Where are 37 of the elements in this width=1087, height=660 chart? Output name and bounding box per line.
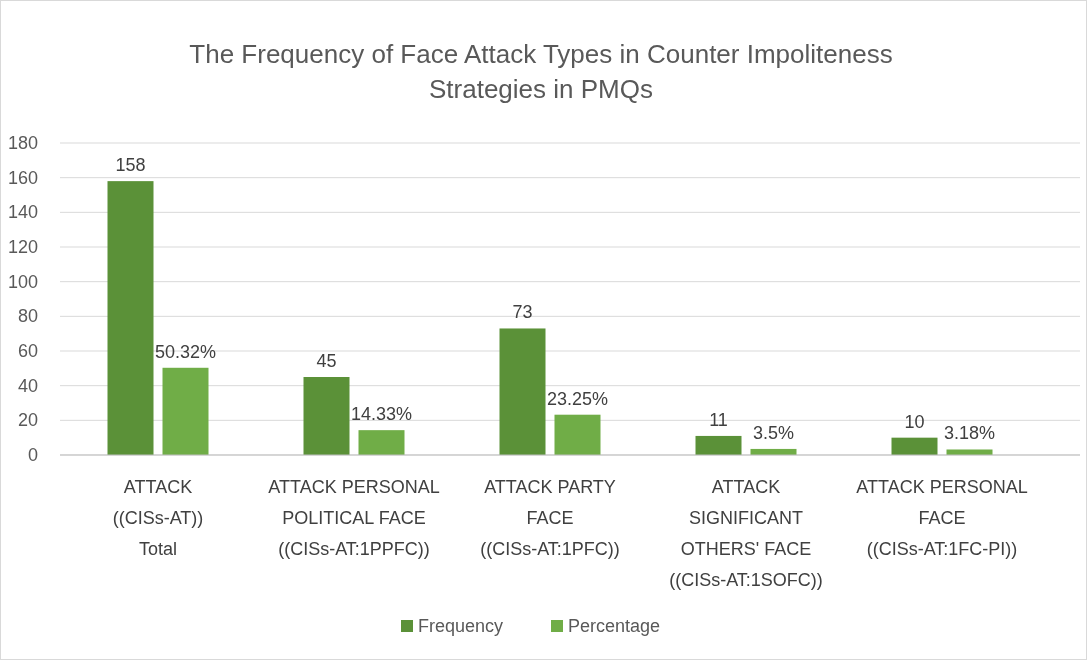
chart-title: The Frequency of Face Attack Types in Counter Impoliteness Strategies in PMQs [189, 39, 893, 104]
y-tick-label: 120 [7, 237, 38, 257]
y-tick-label: 180 [7, 133, 38, 153]
bar [358, 430, 405, 455]
x-tick-label: ATTACK PERSONAL POLITICAL FACE ((CISs-AT:1PPFC)) [268, 477, 440, 559]
y-tick-label: 40 [17, 375, 38, 396]
data-label: 73 [512, 302, 533, 323]
x-tick-label: ATTACK PERSONAL FACE ((CISs-AT:1FC-PI)) [856, 477, 1028, 559]
data-label: 10 [904, 411, 925, 432]
y-tick-label: 60 [17, 341, 38, 361]
y-tick-label: 100 [7, 271, 38, 292]
y-tick-label: 140 [7, 202, 38, 223]
data-label: 11 [709, 409, 728, 430]
bar [946, 449, 993, 455]
bar [891, 437, 938, 455]
x-tick-label: ATTACK ((CISs-AT)) Total [112, 477, 204, 559]
x-tick-label: ATTACK PARTY FACE ((CISs-AT:1PFC)) [480, 477, 620, 559]
data-label: 23.25% [546, 388, 609, 409]
bar [499, 328, 546, 455]
bar [107, 181, 154, 455]
data-label: 50.32% [154, 341, 217, 362]
y-tick-label: 0 [27, 445, 38, 465]
legend-label: Frequency [418, 616, 504, 636]
y-tick-label: 80 [17, 306, 38, 327]
data-label: 158 [115, 155, 146, 176]
bar [695, 435, 742, 455]
y-tick-label: 20 [17, 410, 38, 431]
data-label: 14.33% [350, 404, 413, 425]
x-tick-label: ATTACK SIGNIFICANT OTHERS' FACE ((CISs-AT:1SOFC)) [669, 477, 823, 590]
data-label: 3.18% [943, 423, 996, 444]
y-tick-label: 160 [7, 167, 38, 188]
data-label: 3.5% [752, 422, 795, 443]
bar [162, 367, 209, 455]
data-label: 45 [316, 351, 337, 371]
bar [303, 377, 350, 455]
bar [554, 414, 601, 455]
legend-label: Percentage [568, 616, 661, 636]
